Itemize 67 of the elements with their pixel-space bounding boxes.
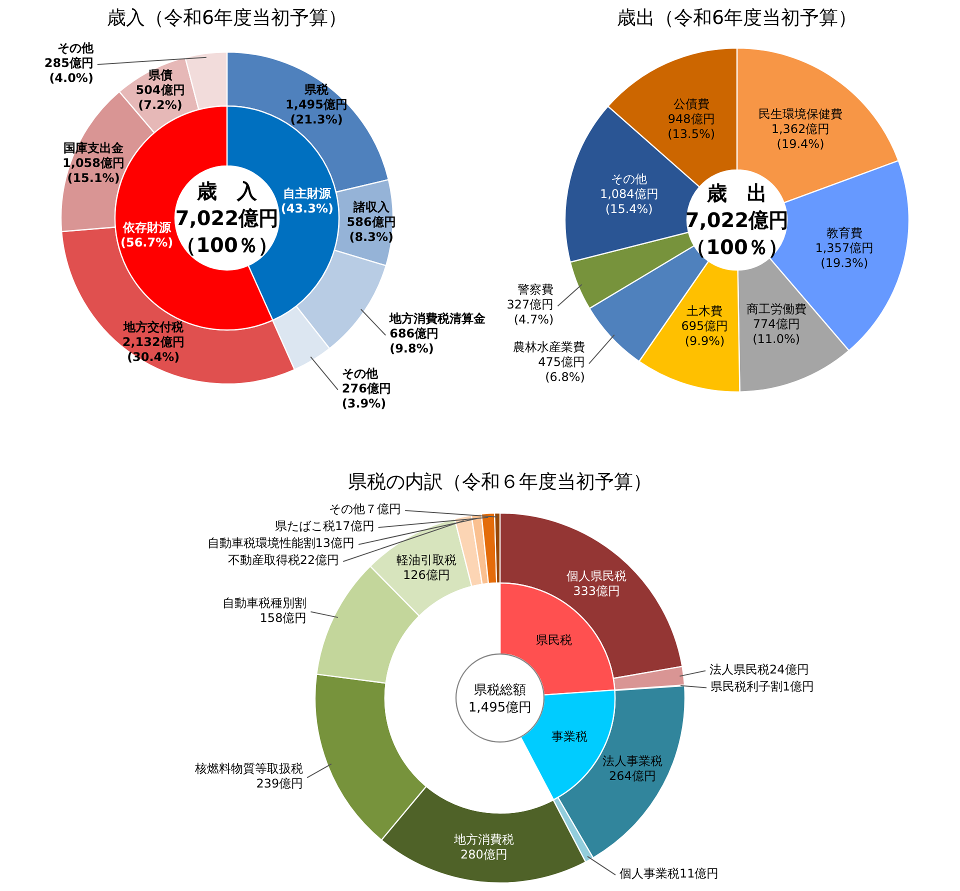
- data-label: 158億円: [260, 610, 307, 625]
- data-label: 1,058億円 (15.1%): [62, 156, 125, 185]
- chart-title: 歳出（令和6年度当初予算）: [616, 7, 858, 29]
- data-label: 695億円 (9.9%): [681, 319, 728, 348]
- slice-label: 自動車税環境性能割13億円: [207, 536, 355, 550]
- slice-label: 土木費: [686, 304, 723, 318]
- text: （100％）: [176, 233, 278, 257]
- slice-label: 農林水産業費: [512, 340, 585, 354]
- text: 県税総額: [474, 682, 526, 698]
- slice-label: 教育費: [826, 226, 862, 240]
- slice-label: その他: [57, 41, 94, 55]
- slice-label: 公債費: [673, 96, 710, 111]
- data-label: 126億円: [402, 568, 450, 582]
- data-label: 1,362億円 (19.4%): [771, 122, 830, 151]
- slice-label: 事業税: [551, 730, 588, 744]
- slice-label: 地方消費税清算金: [388, 312, 487, 326]
- data-label: 280億円: [460, 848, 508, 862]
- data-label: 475億円 (6.8%): [538, 355, 585, 384]
- slice-label: 諸収入: [352, 200, 390, 214]
- data-label: 1,495億円 (21.3%): [286, 98, 348, 127]
- data-label: 276億円 (3.9%): [342, 381, 391, 410]
- slice-label: 法人事業税: [602, 754, 662, 768]
- data-label: 948億円 (13.5%): [668, 112, 716, 141]
- chart-title: 歳入（令和6年度当初予算）: [106, 7, 348, 29]
- slice-label: 自主財源: [283, 186, 332, 200]
- slice-label: 警察費: [518, 282, 554, 297]
- slice-label: 軽油引取税: [396, 552, 456, 567]
- slice-label: 自動車税種別割: [222, 596, 307, 610]
- data-label: 774億円 (11.0%): [752, 316, 800, 346]
- data-label: 1,084億円 (15.4%): [600, 186, 658, 216]
- data-label: 333億円: [573, 584, 620, 598]
- slice-label: 国庫支出金: [64, 140, 125, 155]
- slice-label: 不動産取得税22億円: [228, 553, 340, 567]
- slice-label: 個人事業税11億円: [619, 866, 719, 880]
- slice-label: 県債: [147, 68, 172, 82]
- slice-label: 県民税: [536, 632, 572, 647]
- data-label: 586億円 (8.3%): [346, 215, 396, 244]
- slice-label: 依存財源: [122, 220, 172, 235]
- text: 7,022億円: [175, 206, 279, 230]
- slice-label: その他７億円: [329, 502, 402, 516]
- text: 歳 出: [706, 181, 767, 205]
- slice-label: 核燃料物質等取扱税: [194, 762, 304, 776]
- text: 1,495億円: [468, 700, 532, 716]
- data-label: 1,357億円 (19.3%): [815, 241, 874, 270]
- slice-label: 地方消費税: [452, 832, 514, 847]
- slice-label: 法人県民税24億円: [710, 662, 809, 676]
- data-label: (56.7%): [120, 236, 174, 250]
- data-label: (43.3%): [280, 201, 334, 216]
- data-label: 686億円 (9.8%): [390, 326, 439, 356]
- data-label: 239億円: [256, 776, 304, 791]
- text: 歳 入: [196, 179, 258, 203]
- slice-label: その他: [611, 172, 648, 186]
- data-label: 504億円 (7.2%): [136, 82, 185, 112]
- text: 7,022億円: [685, 208, 789, 232]
- slice-label: 商工労働費: [746, 302, 806, 316]
- slice-label: 県民税利子割1億円: [710, 679, 814, 694]
- slice-label: 個人県民税: [566, 568, 627, 583]
- data-label: 327億円 (4.7%): [506, 298, 554, 327]
- chart-title: 県税の内訳（令和６年度当初予算）: [348, 471, 652, 493]
- data-label: 264億円: [608, 768, 656, 783]
- slice-label: その他: [342, 366, 379, 380]
- slice-label: 県税: [304, 82, 330, 97]
- slice-label: 地方交付税: [122, 320, 184, 334]
- slice-label: 県たばこ税17億円: [275, 519, 374, 533]
- slice-label: 民生環境保健費: [758, 106, 843, 121]
- text: （100％）: [686, 235, 788, 259]
- data-label: 285億円 (4.0%): [44, 56, 94, 85]
